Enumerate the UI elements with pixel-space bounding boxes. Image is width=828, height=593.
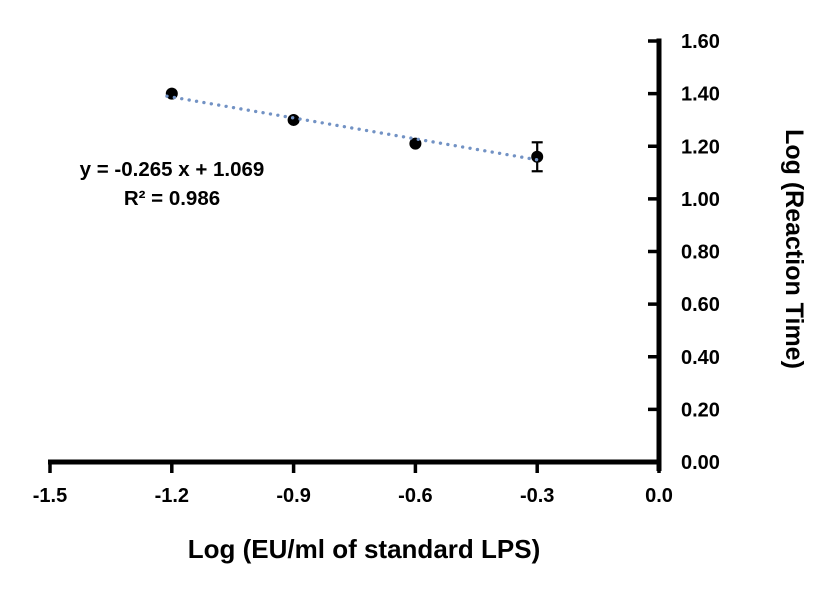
y-tick-label: 0.00: [681, 452, 720, 474]
x-tick-label: -1.5: [33, 485, 67, 507]
y-tick-label: 1.00: [681, 189, 720, 211]
y-tick-label: 0.60: [681, 294, 720, 316]
x-axis-title: Log (EU/ml of standard LPS): [187, 534, 541, 564]
y-tick-label: 0.40: [681, 347, 720, 369]
data-point-marker: [287, 113, 300, 126]
y-axis-title: Log (Reaction Time): [780, 129, 808, 369]
y-tick-label: 1.40: [681, 84, 720, 106]
y-tick-label: 0.80: [681, 242, 720, 264]
x-tick-label: -0.3: [520, 485, 554, 507]
trendline-annotation: y = -0.265 x + 1.069 R² = 0.986: [80, 155, 265, 213]
x-tick-label: -1.2: [155, 485, 189, 507]
x-tick-label: -0.6: [398, 485, 432, 507]
r-squared-value: R² = 0.986: [123, 187, 221, 210]
y-tick-label: 0.20: [681, 399, 720, 421]
trendline-equation: y = -0.265 x + 1.069: [79, 158, 265, 181]
x-tick-label: -0.9: [276, 485, 310, 507]
data-point-marker: [531, 150, 544, 163]
y-tick-label: 1.60: [681, 31, 720, 53]
y-tick-label: 1.20: [681, 136, 720, 158]
trendline-dotted: [165, 94, 541, 162]
x-tick-label: 0.0: [645, 485, 673, 507]
